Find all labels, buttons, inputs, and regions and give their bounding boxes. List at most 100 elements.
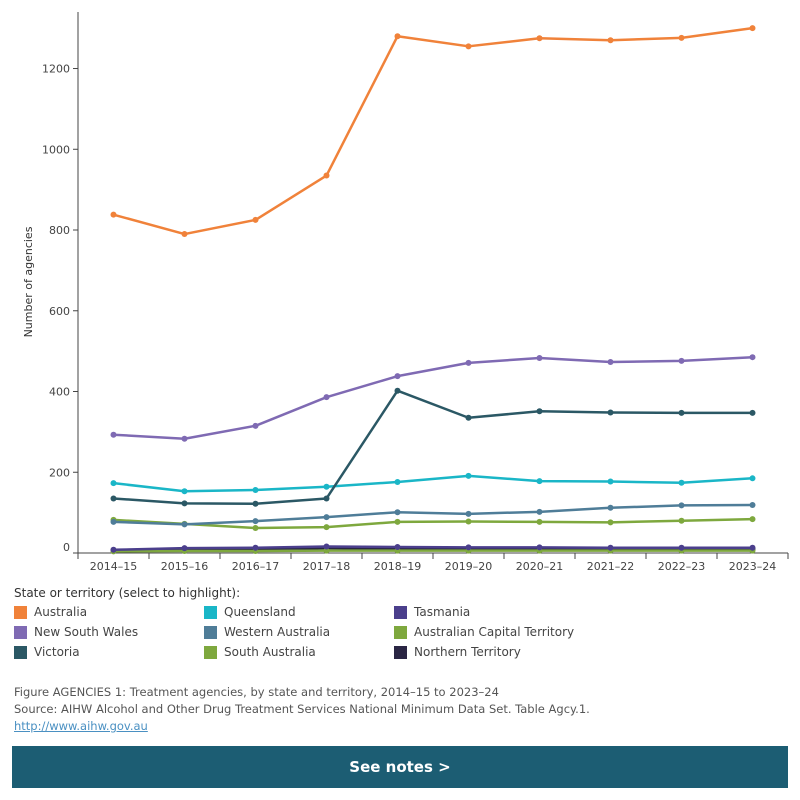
data-point-western-australia[interactable] xyxy=(181,521,188,528)
data-point-victoria[interactable] xyxy=(465,414,472,421)
data-point-victoria[interactable] xyxy=(110,495,117,502)
data-point-new-south-wales[interactable] xyxy=(749,354,756,361)
series-queensland[interactable] xyxy=(110,472,756,495)
data-point-south-australia[interactable] xyxy=(252,524,259,531)
series-line-south-australia[interactable] xyxy=(113,517,753,530)
data-point-victoria[interactable] xyxy=(749,409,756,416)
data-point-western-australia[interactable] xyxy=(607,504,614,511)
data-point-australia[interactable] xyxy=(394,33,401,40)
data-point-australia[interactable] xyxy=(252,216,259,223)
series-victoria[interactable] xyxy=(110,387,756,507)
legend-item-australia[interactable]: Australia xyxy=(14,604,204,620)
legend-label: South Australia xyxy=(224,645,316,659)
data-point-tasmania[interactable] xyxy=(465,544,472,551)
data-point-australia[interactable] xyxy=(607,37,614,44)
data-point-victoria[interactable] xyxy=(536,408,543,415)
series-line-queensland[interactable] xyxy=(113,474,753,493)
series-line-new-south-wales[interactable] xyxy=(113,355,753,440)
data-point-western-australia[interactable] xyxy=(252,518,259,525)
data-point-victoria[interactable] xyxy=(678,409,685,416)
data-point-queensland[interactable] xyxy=(465,472,472,479)
data-point-south-australia[interactable] xyxy=(749,516,756,523)
data-point-tasmania[interactable] xyxy=(749,544,756,551)
data-point-victoria[interactable] xyxy=(607,409,614,416)
data-point-new-south-wales[interactable] xyxy=(394,373,401,380)
data-point-new-south-wales[interactable] xyxy=(323,394,330,401)
data-point-western-australia[interactable] xyxy=(394,509,401,516)
series-line-western-australia[interactable] xyxy=(113,503,753,526)
legend-label: Tasmania xyxy=(414,605,471,619)
data-point-new-south-wales[interactable] xyxy=(678,357,685,364)
data-point-south-australia[interactable] xyxy=(394,518,401,525)
legend-swatch xyxy=(394,625,407,639)
data-point-south-australia[interactable] xyxy=(536,518,543,525)
data-point-queensland[interactable] xyxy=(252,487,259,494)
data-point-australia[interactable] xyxy=(465,43,472,50)
x-tick-label: 2019–20 xyxy=(445,560,493,573)
series-line-tasmania[interactable] xyxy=(113,545,753,552)
legend-item-victoria[interactable]: Victoria xyxy=(14,644,204,660)
data-point-tasmania[interactable] xyxy=(678,544,685,551)
legend-item-australian-capital-territory[interactable]: Australian Capital Territory xyxy=(394,624,654,640)
data-point-victoria[interactable] xyxy=(252,500,259,507)
data-point-south-australia[interactable] xyxy=(465,518,472,525)
data-point-tasmania[interactable] xyxy=(394,543,401,550)
data-point-australia[interactable] xyxy=(536,35,543,42)
legend-item-queensland[interactable]: Queensland xyxy=(204,604,394,620)
legend-item-south-australia[interactable]: South Australia xyxy=(204,644,394,660)
legend-item-new-south-wales[interactable]: New South Wales xyxy=(14,624,204,640)
data-point-australia[interactable] xyxy=(181,231,188,238)
data-point-new-south-wales[interactable] xyxy=(607,359,614,366)
data-point-new-south-wales[interactable] xyxy=(110,431,117,438)
data-point-tasmania[interactable] xyxy=(323,543,330,550)
chart-series[interactable] xyxy=(110,25,756,555)
data-point-south-australia[interactable] xyxy=(678,517,685,524)
data-point-victoria[interactable] xyxy=(394,387,401,394)
series-new-south-wales[interactable] xyxy=(110,354,756,442)
series-line-australian-capital-territory[interactable] xyxy=(113,549,753,553)
data-point-australia[interactable] xyxy=(678,34,685,41)
data-point-south-australia[interactable] xyxy=(607,519,614,526)
series-tasmania[interactable] xyxy=(110,543,756,553)
data-point-new-south-wales[interactable] xyxy=(536,354,543,361)
series-line-australia[interactable] xyxy=(113,26,753,236)
data-point-new-south-wales[interactable] xyxy=(465,359,472,366)
data-point-australia[interactable] xyxy=(323,172,330,179)
data-point-queensland[interactable] xyxy=(607,478,614,485)
data-point-victoria[interactable] xyxy=(181,500,188,507)
data-point-western-australia[interactable] xyxy=(536,508,543,515)
legend-item-northern-territory[interactable]: Northern Territory xyxy=(394,644,654,660)
data-point-new-south-wales[interactable] xyxy=(181,435,188,442)
data-point-new-south-wales[interactable] xyxy=(252,422,259,429)
source-link[interactable]: http://www.aihw.gov.au xyxy=(14,719,148,733)
series-australia[interactable] xyxy=(110,25,756,238)
data-point-western-australia[interactable] xyxy=(465,510,472,517)
data-point-tasmania[interactable] xyxy=(181,545,188,552)
data-point-tasmania[interactable] xyxy=(252,544,259,551)
data-point-south-australia[interactable] xyxy=(323,524,330,531)
data-point-tasmania[interactable] xyxy=(110,546,117,553)
series-line-victoria[interactable] xyxy=(113,389,753,505)
legend-item-tasmania[interactable]: Tasmania xyxy=(394,604,654,620)
data-point-queensland[interactable] xyxy=(323,483,330,490)
data-point-australia[interactable] xyxy=(749,25,756,32)
legend-swatch xyxy=(204,625,217,639)
legend: State or territory (select to highlight)… xyxy=(14,586,794,660)
data-point-queensland[interactable] xyxy=(749,475,756,482)
data-point-western-australia[interactable] xyxy=(749,501,756,508)
data-point-australia[interactable] xyxy=(110,211,117,218)
data-point-tasmania[interactable] xyxy=(607,544,614,551)
data-point-western-australia[interactable] xyxy=(110,518,117,525)
see-notes-button[interactable]: See notes > xyxy=(12,746,788,788)
data-point-queensland[interactable] xyxy=(394,478,401,485)
legend-item-western-australia[interactable]: Western Australia xyxy=(204,624,394,640)
data-point-queensland[interactable] xyxy=(536,478,543,485)
data-point-western-australia[interactable] xyxy=(678,502,685,509)
series-western-australia[interactable] xyxy=(110,501,756,528)
data-point-queensland[interactable] xyxy=(110,480,117,487)
data-point-western-australia[interactable] xyxy=(323,514,330,521)
data-point-victoria[interactable] xyxy=(323,495,330,502)
data-point-queensland[interactable] xyxy=(181,488,188,495)
data-point-tasmania[interactable] xyxy=(536,544,543,551)
data-point-queensland[interactable] xyxy=(678,479,685,486)
